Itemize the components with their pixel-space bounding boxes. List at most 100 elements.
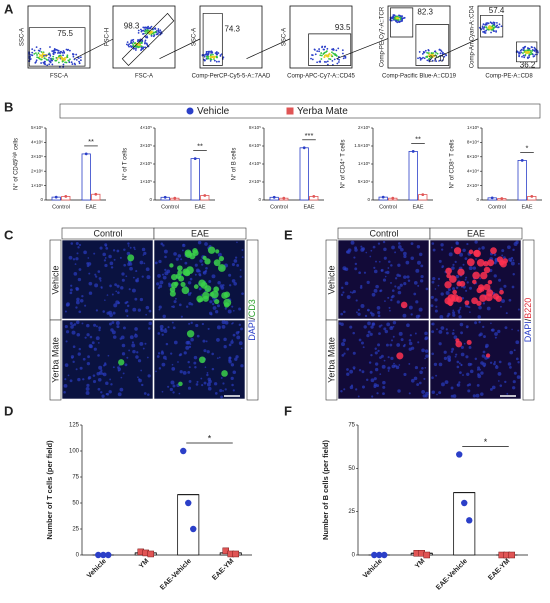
row-header: Vehicle (326, 265, 336, 294)
nucleus (460, 364, 463, 367)
nucleus (500, 305, 502, 308)
nucleus (137, 277, 139, 280)
nucleus (468, 346, 472, 349)
flow-event (59, 54, 62, 57)
flow-event (140, 41, 143, 44)
flow-event (534, 53, 537, 56)
stained-cell (502, 258, 508, 264)
nucleus (493, 261, 497, 265)
nucleus (408, 341, 413, 346)
flow-event (38, 56, 41, 58)
nucleus (72, 360, 75, 364)
y-tick-label: 4×10⁶ (31, 140, 43, 145)
flow-event (154, 28, 157, 30)
nucleus (141, 275, 144, 278)
flow-event (526, 51, 529, 54)
flow-event (49, 46, 51, 48)
flow-event (323, 48, 325, 51)
y-tick-label: 4×10⁵ (249, 161, 261, 166)
bar-dot (54, 195, 58, 199)
nucleus (205, 267, 208, 270)
nucleus (78, 243, 82, 247)
stained-cell (177, 265, 183, 271)
nucleus (512, 380, 516, 384)
flow-event (207, 50, 210, 53)
nucleus (397, 290, 402, 295)
nucleus (89, 344, 93, 349)
flow-event (417, 57, 419, 60)
nucleus (377, 242, 381, 245)
nucleus (455, 241, 459, 246)
stained-cell (452, 289, 457, 295)
flow-event (215, 51, 218, 53)
nucleus (452, 311, 456, 315)
flow-event (148, 32, 151, 34)
nucleus (493, 362, 496, 366)
flow-event (39, 47, 42, 50)
flow-event (524, 54, 527, 56)
nucleus (478, 320, 481, 324)
nucleus (469, 363, 473, 366)
flow-event (56, 58, 59, 61)
flow-event (210, 58, 213, 61)
nucleus (360, 284, 363, 288)
nucleus (478, 368, 481, 371)
nucleus (434, 309, 438, 313)
flow-event (335, 55, 338, 57)
nucleus (65, 330, 70, 334)
nucleus (231, 383, 234, 387)
nucleus (67, 374, 70, 377)
stained-cell (221, 370, 228, 377)
legend-box (59, 103, 541, 119)
flow-event (496, 21, 498, 24)
y-tick-label: 2×10⁵ (140, 161, 152, 166)
nucleus (434, 288, 437, 290)
nucleus (357, 395, 360, 398)
flow-event (481, 25, 484, 28)
nucleus (119, 337, 122, 341)
nucleus (70, 242, 74, 245)
nucleus (202, 272, 205, 274)
nucleus (511, 328, 513, 331)
flow-event (134, 49, 137, 51)
flow-event (147, 25, 150, 28)
nucleus (131, 343, 136, 348)
nucleus (110, 266, 114, 269)
flow-event (144, 26, 146, 29)
nucleus (452, 313, 456, 317)
flow-event (30, 54, 32, 56)
bar-dot (391, 196, 395, 200)
stained-cell (486, 289, 494, 297)
flow-event (337, 47, 340, 50)
flow-event (203, 59, 206, 62)
nucleus (206, 382, 211, 387)
nucleus (373, 266, 376, 269)
nucleus (482, 325, 485, 329)
nucleus (73, 271, 78, 276)
flow-event (43, 54, 45, 57)
flow-event (528, 53, 531, 56)
flow-event (207, 57, 209, 60)
nucleus (238, 307, 242, 311)
nucleus (75, 242, 79, 246)
nucleus (168, 284, 172, 288)
y-axis-label: N° of CD4⁺ T cells (340, 139, 347, 188)
flow-event (431, 59, 434, 62)
nucleus (464, 278, 467, 281)
nucleus (455, 274, 460, 279)
stained-cell (181, 286, 190, 295)
nucleus (440, 243, 444, 247)
nucleus (197, 240, 202, 245)
nucleus (407, 279, 411, 283)
nucleus (126, 251, 131, 256)
y-axis-label: N° of CD45ʰⁱᵍʰ cells (12, 138, 20, 190)
nucleus (207, 386, 212, 391)
nucleus (410, 378, 415, 383)
nucleus (171, 305, 173, 308)
nucleus (456, 360, 460, 364)
flow-event (324, 45, 326, 48)
nucleus (171, 367, 176, 371)
flow-event (523, 56, 526, 59)
flow-event (488, 27, 491, 30)
flow-event (58, 54, 61, 57)
